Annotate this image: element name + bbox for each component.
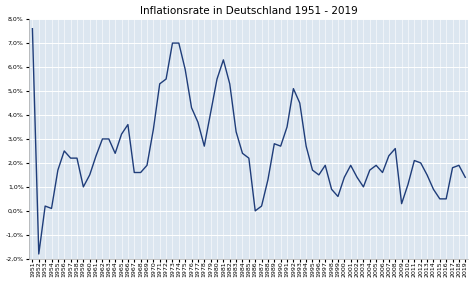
Title: Inflationsrate in Deutschland 1951 - 2019: Inflationsrate in Deutschland 1951 - 201… xyxy=(140,6,358,16)
